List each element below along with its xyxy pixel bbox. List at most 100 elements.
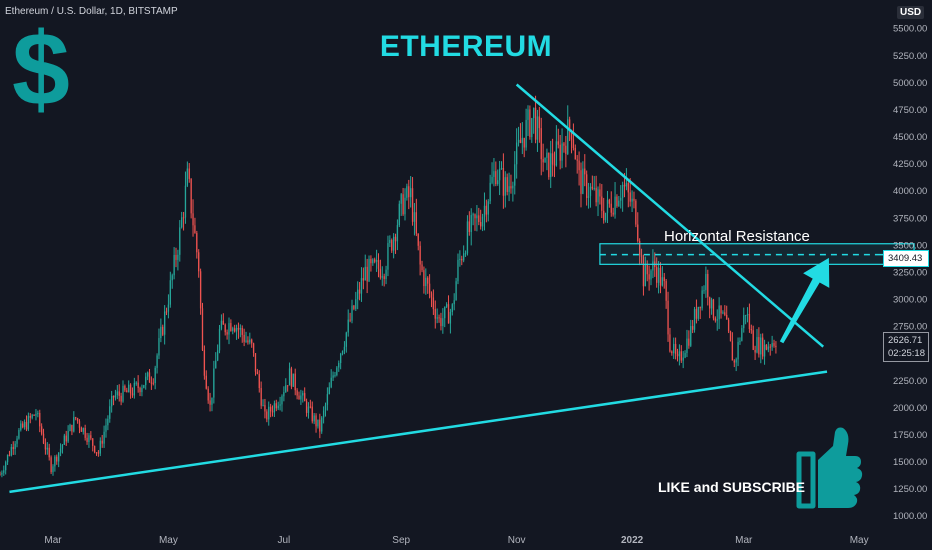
candle-body: [476, 215, 478, 219]
candle-body: [472, 214, 474, 216]
x-tick-label: 2022: [621, 535, 644, 546]
candle-body: [712, 299, 715, 319]
candle-body: [709, 297, 711, 309]
candle-body: [438, 317, 440, 319]
candle-body: [697, 306, 699, 319]
candles: [0, 95, 777, 478]
candle-body: [374, 259, 376, 262]
candle-body: [228, 323, 230, 335]
candle-body: [765, 344, 768, 350]
candle-body: [313, 415, 315, 422]
candle-body: [743, 315, 745, 329]
y-tick-label: 3250.00: [893, 267, 927, 278]
candle-body: [727, 319, 730, 332]
candle-body: [167, 304, 170, 312]
candle-body: [769, 346, 771, 348]
candle-body: [515, 142, 518, 165]
x-tick-label: May: [850, 535, 869, 546]
candle-body: [152, 382, 154, 384]
candle-body: [116, 391, 118, 396]
candle-body: [360, 278, 363, 294]
candle-body: [546, 152, 548, 158]
candle-body: [39, 413, 41, 427]
time-axis[interactable]: Mar May Jul Sep Nov 2022 Mar May: [44, 535, 868, 546]
candle-body: [567, 119, 569, 154]
candle-body: [638, 240, 641, 256]
candle-body: [129, 384, 132, 394]
candle-body: [671, 351, 673, 354]
candle-body: [695, 309, 698, 319]
candle-body: [674, 343, 677, 354]
candle-body: [491, 176, 493, 183]
candle-body: [710, 299, 713, 309]
candle-body: [73, 417, 75, 432]
candle-body: [305, 401, 308, 413]
candle-body: [589, 186, 592, 197]
candle-body: [733, 360, 735, 363]
candle-body: [478, 215, 480, 223]
candle-body: [621, 184, 624, 198]
candle-body: [42, 433, 45, 444]
candle-body: [20, 423, 22, 430]
candle-body: [661, 277, 664, 286]
candle-body: [428, 283, 431, 294]
candle-body: [112, 395, 115, 398]
candle-body: [684, 353, 686, 358]
candle-body: [417, 233, 419, 246]
candle-body: [408, 186, 410, 198]
candle-body: [8, 454, 11, 456]
candle-body: [722, 312, 724, 314]
candle-body: [729, 331, 732, 342]
candle-body: [623, 184, 626, 187]
candle-body: [154, 367, 156, 384]
candle-body: [673, 343, 675, 354]
candle-body: [258, 374, 260, 389]
candle-body: [3, 470, 5, 473]
candle-body: [487, 201, 489, 215]
candle-body: [582, 168, 584, 194]
candle-body: [595, 187, 597, 203]
candle-body: [67, 431, 69, 442]
thumbs-up-icon[interactable]: [796, 427, 863, 509]
candle-body: [618, 200, 620, 207]
candle-body: [640, 255, 643, 257]
candle-body: [56, 456, 58, 462]
candle-body: [283, 392, 285, 397]
candle-body: [50, 457, 52, 473]
candle-body: [290, 368, 293, 387]
candle-body: [131, 393, 134, 396]
candle-body: [249, 339, 251, 343]
price-axis[interactable]: 1000.00 1250.00 1500.00 1750.00 2000.00 2250.…: [880, 24, 927, 523]
candle-body: [720, 305, 722, 314]
candle-body: [209, 400, 211, 405]
candle-body: [466, 221, 469, 254]
candle-body: [207, 388, 209, 401]
candle-body: [5, 462, 7, 471]
candle-body: [349, 319, 351, 321]
candle-body: [411, 188, 414, 222]
y-tick-label: 4000.00: [893, 186, 927, 197]
candle-body: [451, 304, 453, 313]
currency-badge[interactable]: USD: [897, 6, 925, 19]
candle-body: [750, 329, 752, 331]
candle-body: [400, 194, 402, 204]
candle-body: [591, 186, 594, 189]
candle-body: [606, 199, 609, 213]
candle-body: [620, 197, 622, 201]
y-tick-label: 3750.00: [893, 213, 927, 224]
current-price-label: 2626.71 02:25:18: [883, 332, 929, 362]
candle-body: [256, 371, 259, 375]
y-tick-label: 4250.00: [893, 159, 927, 170]
candle-body: [771, 343, 773, 347]
candle-body: [693, 309, 696, 330]
candle-body: [396, 225, 399, 242]
candle-body: [504, 177, 506, 196]
candle-body: [198, 252, 200, 272]
candle-body: [688, 338, 690, 346]
candle-body: [676, 353, 679, 357]
candle-body: [512, 185, 514, 189]
candle-body: [760, 337, 762, 355]
candle-body: [481, 216, 484, 227]
candle-body: [364, 266, 366, 281]
